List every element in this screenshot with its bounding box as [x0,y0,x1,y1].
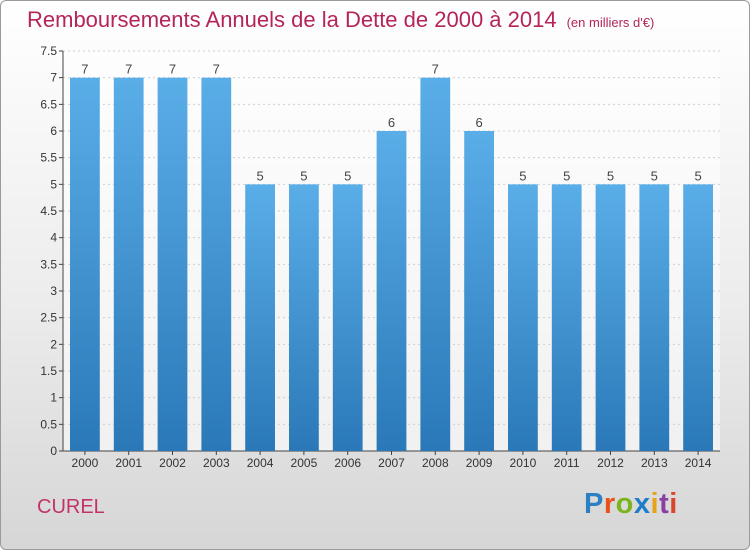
y-tick-label: 1.5 [40,364,57,378]
data-label: 5 [344,168,351,183]
y-tick-label: 4.5 [40,204,57,218]
x-tick-label: 2002 [159,456,186,470]
x-tick-label: 2005 [291,456,318,470]
data-label: 5 [651,168,658,183]
chart-title: Remboursements Annuels de la Dette de 20… [27,7,654,33]
bar [551,184,582,452]
data-label: 7 [213,62,220,77]
chart-title-text: Remboursements Annuels de la Dette de 20… [27,7,557,32]
data-label: 5 [519,168,526,183]
x-tick-label: 2008 [422,456,449,470]
bar [332,184,363,452]
y-tick-label: 3 [50,284,57,298]
y-tick-label: 1 [50,391,57,405]
proxiti-logo: Proxiti [584,488,678,520]
y-tick-label: 5.5 [40,151,57,165]
y-tick-label: 6.5 [40,97,57,111]
bar [508,184,538,452]
y-tick-label: 5 [50,177,57,191]
bar [201,77,232,452]
bar [376,131,407,451]
bar [70,77,100,452]
x-tick-label: 2011 [554,456,580,470]
y-tick-label: 3.5 [40,257,57,271]
y-tick-label: 2 [50,337,57,351]
y-tick-label: 0.5 [40,417,57,431]
data-label: 5 [300,168,307,183]
data-label: 6 [388,115,395,130]
data-label: 5 [694,168,701,183]
x-tick-label: 2014 [685,456,712,470]
x-tick-label: 2004 [247,456,274,470]
data-label: 5 [563,168,570,183]
x-tick-label: 2001 [115,456,142,470]
bar [289,184,319,452]
bar [464,131,494,451]
y-tick-label: 7 [50,71,57,85]
x-tick-label: 2012 [597,456,624,470]
data-label: 5 [256,168,263,183]
x-tick-label: 2013 [641,456,668,470]
data-label: 7 [125,62,132,77]
bar [420,77,451,452]
x-tick-label: 2010 [510,456,537,470]
y-tick-label: 6 [50,124,57,138]
y-tick-label: 4 [50,231,57,245]
bar [157,77,188,452]
y-tick-label: 7.5 [40,44,57,58]
bar [595,184,626,452]
chart-subtitle: (en milliers d'€) [566,15,655,30]
data-label: 7 [432,62,439,77]
x-tick-label: 2006 [334,456,361,470]
bar [639,184,670,452]
data-label: 5 [607,168,614,183]
x-tick-label: 2009 [466,456,493,470]
bar [683,184,713,452]
bar [113,77,144,452]
bar [245,184,275,452]
x-tick-label: 2003 [203,456,230,470]
place-name: CUREL [37,496,105,518]
y-tick-label: 0 [50,444,57,458]
x-tick-label: 2007 [378,456,405,470]
x-tick-label: 2000 [72,456,99,470]
y-tick-label: 2.5 [40,311,57,325]
data-label: 7 [81,62,88,77]
data-label: 6 [475,115,482,130]
data-label: 7 [169,62,176,77]
